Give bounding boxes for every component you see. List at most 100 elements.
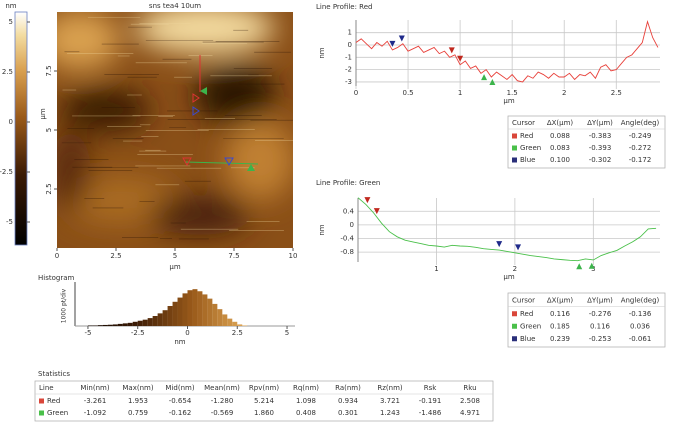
- table-frame: [34, 380, 494, 422]
- table-header: Min(nm): [80, 384, 109, 392]
- y-tick-label: -3: [345, 78, 352, 86]
- table-header: Mean(nm): [204, 384, 240, 392]
- table-header: ΔX(μm): [547, 296, 574, 304]
- row-swatch: [512, 311, 517, 317]
- colorbar-label: nm: [5, 2, 16, 10]
- x-tick-label: 1: [458, 89, 462, 97]
- table-cell: -0.302: [589, 156, 612, 164]
- colorbar-tick-label: -2.5: [0, 168, 13, 176]
- row-swatch: [512, 133, 517, 139]
- table-cell: -1.092: [84, 409, 107, 417]
- table-cell: 0.301: [338, 409, 358, 417]
- table-cell: -0.249: [629, 132, 652, 140]
- row-swatch: [512, 336, 517, 342]
- histogram-bar: [157, 313, 163, 326]
- table-cell: -0.172: [629, 156, 652, 164]
- table-header: ΔY(μm): [587, 296, 613, 304]
- x-tick-label: 2.5: [232, 329, 243, 337]
- table-cell: 0.088: [550, 132, 570, 140]
- table-cell: 0.934: [338, 397, 359, 405]
- table-header: Angle(deg): [621, 296, 660, 304]
- x-tick-label: 2.5: [611, 89, 622, 97]
- colorbar-tick-label: 5: [9, 18, 13, 26]
- histogram-bar: [152, 316, 158, 326]
- y-tick-label: -1: [345, 53, 352, 61]
- table-frame: [507, 115, 666, 169]
- table-cell: -0.253: [589, 335, 612, 343]
- row-swatch: [39, 410, 44, 416]
- table-header: ΔY(μm): [587, 119, 613, 127]
- y-axis-label: μm: [39, 108, 47, 119]
- histogram-bar: [187, 290, 193, 326]
- table-header: Rku: [463, 384, 476, 392]
- x-axis-label: μm: [503, 273, 514, 281]
- table-cell: 0.185: [550, 322, 570, 330]
- table-cell: -0.654: [169, 397, 192, 405]
- table-cell: Red: [47, 397, 60, 405]
- x-tick-label: 7.5: [228, 252, 239, 260]
- histogram-bar: [222, 314, 228, 326]
- x-tick-label: 5: [285, 329, 289, 337]
- histogram-bar: [127, 322, 133, 326]
- cursor-marker: [496, 241, 503, 248]
- y-tick-label: 0: [348, 41, 352, 49]
- histogram-bar: [102, 324, 108, 326]
- table-cell: Blue: [520, 156, 536, 164]
- table-header: Rpv(nm): [249, 384, 279, 392]
- table-cell: -0.191: [419, 397, 442, 405]
- cursor-marker: [389, 40, 396, 47]
- table-cell: Red: [520, 132, 533, 140]
- histogram-bar: [142, 319, 148, 326]
- x-axis-label: μm: [169, 263, 180, 271]
- y-tick-label: 1: [348, 29, 352, 37]
- y-tick-label: 0.4: [343, 207, 355, 215]
- table-cell: 0.239: [550, 335, 570, 343]
- colorbar-tick-label: 0: [9, 118, 13, 126]
- histogram-title: Histogram: [38, 274, 74, 282]
- cursor-marker: [398, 35, 405, 42]
- x-tick-label: 2: [562, 89, 566, 97]
- histogram-bar: [207, 298, 213, 326]
- x-tick-label: 2.5: [110, 252, 121, 260]
- y-tick-label: -0.4: [340, 235, 354, 243]
- table-cell: 5.214: [254, 397, 275, 405]
- profile-title: Line Profile: Green: [316, 179, 380, 187]
- profile-line: [355, 19, 659, 83]
- histogram-bar: [92, 325, 98, 326]
- histogram-bar: [147, 318, 153, 326]
- table-cell: -0.569: [211, 409, 234, 417]
- x-tick-label: 1: [434, 265, 438, 273]
- x-tick-label: 10: [289, 252, 298, 260]
- statistics-title: Statistics: [38, 370, 70, 378]
- table-cell: -0.136: [629, 310, 652, 318]
- table-header: Rz(nm): [377, 384, 403, 392]
- histogram-bar: [182, 293, 188, 326]
- histogram-bar: [137, 320, 143, 326]
- table-cell: 0.083: [550, 144, 570, 152]
- table-cell: 1.860: [254, 409, 274, 417]
- table-cell: 0.036: [630, 322, 651, 330]
- cursor-marker: [515, 244, 522, 251]
- table-cell: -0.393: [589, 144, 612, 152]
- cursor-marker: [489, 79, 496, 86]
- table-header: Ra(nm): [335, 384, 361, 392]
- histogram-bar: [217, 309, 223, 326]
- histogram-bar: [167, 306, 173, 326]
- y-tick-label: 7.5: [45, 65, 53, 76]
- histogram-bar: [242, 325, 248, 326]
- table-cell: -0.162: [169, 409, 192, 417]
- histogram-bar: [237, 324, 243, 326]
- x-tick-label: 0: [185, 329, 189, 337]
- table-cell: 0.759: [128, 409, 148, 417]
- x-tick-label: 0.5: [402, 89, 413, 97]
- table-header: Cursor: [512, 119, 535, 127]
- afm-image: [57, 12, 293, 248]
- table-cell: -1.280: [211, 397, 234, 405]
- x-tick-label: 3: [591, 265, 595, 273]
- y-tick-label: -0.8: [340, 248, 354, 256]
- y-tick-label: 5: [45, 128, 53, 132]
- table-cell: -0.061: [629, 335, 652, 343]
- colorbar-tick-label: 2.5: [2, 68, 13, 76]
- histogram-bar: [212, 303, 218, 326]
